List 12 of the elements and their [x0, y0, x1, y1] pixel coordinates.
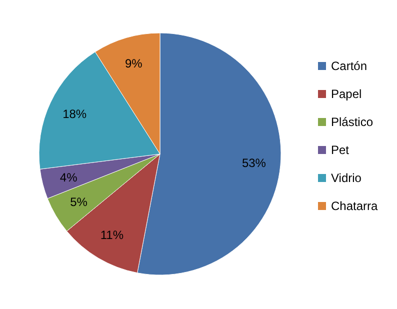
data-label: 53% — [242, 156, 266, 170]
data-label: 18% — [62, 106, 87, 121]
legend-label: Papel — [331, 87, 362, 101]
data-label: 9% — [124, 56, 143, 70]
data-label: 4% — [60, 170, 78, 184]
data-label: 5% — [70, 195, 88, 210]
legend-label: Pet — [331, 143, 350, 157]
legend-label: Vidrio — [331, 171, 362, 185]
legend-label: Cartón — [331, 59, 368, 73]
data-label: 11% — [100, 228, 124, 242]
legend-label: Plástico — [331, 115, 374, 129]
legend-label: Chatarra — [331, 199, 378, 213]
